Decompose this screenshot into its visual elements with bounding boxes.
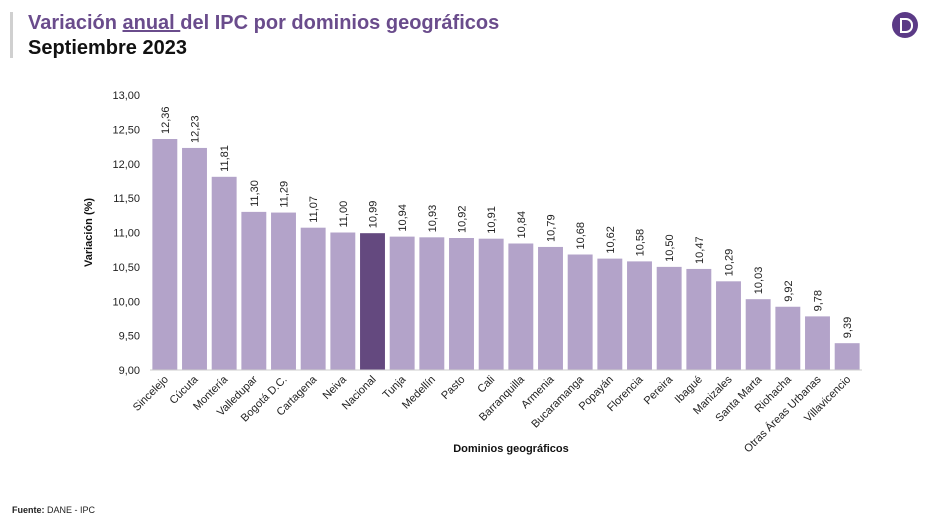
bar [182, 147, 207, 370]
bar [360, 233, 385, 370]
y-tick-label: 13,00 [112, 90, 140, 102]
bar [597, 258, 623, 370]
source-label: Fuente: [12, 505, 45, 515]
bar [775, 306, 801, 370]
bar-value-label: 11,81 [219, 145, 231, 172]
bar-value-label: 10,84 [516, 211, 528, 239]
bar [211, 176, 237, 370]
title-part-2: del IPC por dominios geográficos [180, 12, 500, 34]
bar-value-label: 9,78 [813, 290, 825, 311]
bar-value-label: 10,29 [724, 249, 736, 277]
bar-value-label: 12,23 [190, 115, 202, 143]
bar-value-label: 12,36 [160, 106, 172, 134]
x-tick-label: Medellín [400, 374, 438, 412]
y-tick-label: 10,00 [112, 296, 140, 308]
bar-value-label: 10,94 [397, 204, 409, 232]
bar-value-label: 10,93 [427, 205, 439, 233]
y-tick-label: 12,50 [112, 124, 140, 136]
bar-value-label: 11,29 [279, 181, 291, 208]
bar-value-label: 10,91 [486, 206, 498, 234]
bar-value-label: 10,79 [546, 214, 558, 242]
title-part-1: Variación [28, 12, 123, 34]
bar-value-label: 11,07 [308, 196, 320, 223]
bar-value-label: 10,47 [694, 236, 706, 264]
bar-value-label: 10,50 [664, 234, 676, 262]
bar-value-label: 9,39 [842, 317, 854, 338]
x-tick-label: Pasto [439, 374, 467, 402]
bar [271, 212, 296, 370]
bar [538, 246, 563, 370]
header-accent-bar [10, 12, 13, 58]
x-tick-label: Pereira [642, 373, 676, 407]
bar [330, 232, 356, 370]
y-tick-label: 10,50 [112, 262, 140, 274]
bar-value-label: 10,68 [575, 222, 587, 250]
y-tick-label: 12,00 [112, 159, 140, 171]
y-tick-label: 11,00 [113, 228, 140, 240]
source-text: DANE - IPC [44, 505, 96, 515]
bar [567, 254, 593, 370]
title-underlined-word: anual [122, 12, 181, 34]
bar [389, 236, 415, 370]
bar [805, 316, 830, 370]
dane-logo-icon [892, 12, 918, 38]
chart-subtitle: Septiembre 2023 [28, 37, 187, 59]
bar-value-label: 10,03 [753, 267, 765, 295]
bar [419, 237, 445, 370]
bar [627, 261, 652, 370]
y-tick-label: 9,00 [119, 365, 140, 377]
bar [834, 343, 860, 370]
bar [241, 211, 267, 370]
x-tick-label: Sincelejo [131, 374, 171, 414]
bar [508, 243, 534, 370]
bar-value-label: 11,00 [338, 201, 350, 228]
source-footer: Fuente: DANE - IPC [12, 505, 95, 515]
bar-value-label: 10,99 [368, 201, 380, 229]
x-axis-label: Dominios geográficos [453, 443, 569, 455]
bar [152, 139, 178, 370]
bar-value-label: 10,92 [457, 205, 469, 233]
bar [656, 266, 682, 370]
bar [300, 227, 326, 370]
bar [745, 299, 771, 370]
bar [449, 238, 474, 370]
bar [478, 238, 504, 370]
bar-value-label: 10,62 [605, 226, 617, 254]
y-tick-label: 11,50 [113, 193, 140, 205]
y-tick-label: 9,50 [119, 331, 140, 343]
x-tick-label: Cali [475, 374, 497, 396]
bar-value-label: 11,30 [249, 180, 261, 207]
y-axis-label: Variación (%) [83, 198, 95, 267]
bar [716, 281, 741, 370]
chart-title: Variación anual del IPC por dominios geo… [28, 12, 499, 35]
bar-value-label: 10,58 [635, 229, 647, 257]
bar [686, 268, 712, 370]
bar-value-label: 9,92 [783, 280, 795, 301]
